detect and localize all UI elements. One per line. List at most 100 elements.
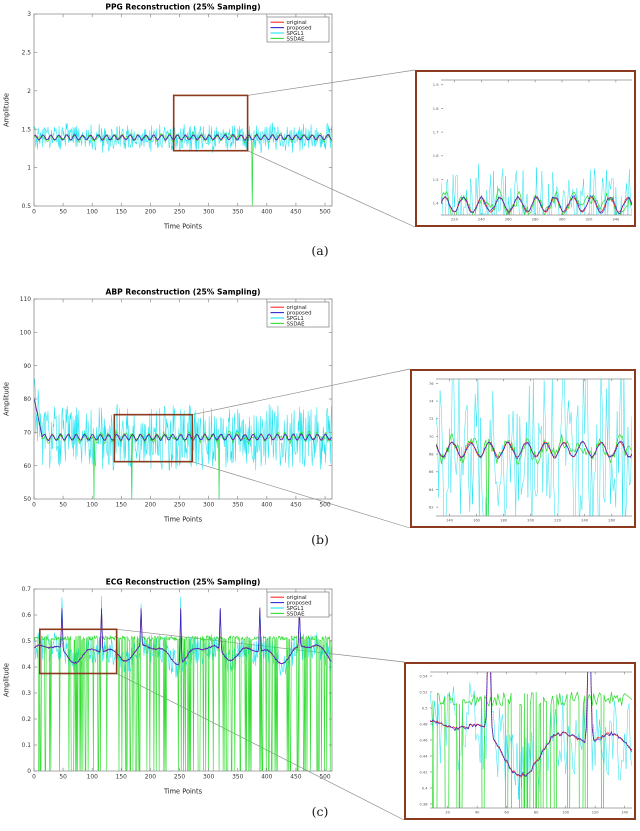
ppg-inset-original [441, 197, 632, 213]
ppg-inset-series-group [441, 163, 632, 215]
inset-x-tick-label: 260 [505, 217, 513, 221]
inset-x-tick-label: 120 [592, 810, 600, 814]
x-tick-label: 350 [232, 775, 243, 781]
inset-x-tick-label: 220 [554, 518, 562, 522]
inset-x-tick-label: 100 [562, 810, 570, 814]
x-tick-label: 150 [116, 775, 127, 781]
abp-plot-svg: ABP Reconstruction (25% Sampling) 0 50 100 1… [3, 288, 333, 524]
legend-label-spgl1: SPGL1 [287, 606, 304, 612]
x-tick-label: 400 [261, 210, 272, 216]
inset-y-tick-label: 0.44 [419, 754, 428, 758]
y-tick-label: 90 [24, 364, 32, 370]
inset-x-tick-label: 80 [534, 810, 539, 814]
y-tick-label: 0 [27, 769, 31, 775]
y-tick-label: 0.2 [22, 717, 32, 723]
inset-y-tick-label: 0.5 [422, 706, 428, 710]
inset-x-tick-label: 160 [473, 518, 481, 522]
x-tick-label: 500 [319, 775, 330, 781]
y-tick-label: 100 [20, 330, 31, 336]
abp-axis-frame [33, 298, 333, 500]
x-tick-label: 450 [290, 210, 301, 216]
ppg-inset-spgl1 [441, 163, 632, 215]
abp-inset-plot: 140 160 180 200 220 240 260 62 64 66 68 70 72 74 76 [410, 369, 636, 528]
inset-y-tick-label: 1.6 [433, 154, 439, 158]
ppg-series-proposed [34, 134, 332, 141]
ecg-roi-box [39, 628, 118, 675]
inset-y-tick-label: 70 [429, 435, 434, 439]
x-tick-label: 100 [87, 503, 98, 509]
y-tick-label: 3 [27, 12, 31, 18]
y-tick-label: 110 [20, 297, 31, 303]
x-tick-label: 200 [145, 503, 156, 509]
x-tick-label: 250 [174, 210, 185, 216]
abp-series-spgl1 [34, 378, 332, 499]
y-tick-label: 0.5 [22, 204, 32, 210]
inset-y-tick-label: 68 [429, 453, 434, 457]
x-tick-label: 300 [203, 503, 214, 509]
inset-x-tick-label: 140 [446, 518, 454, 522]
inset-x-tick-label: 40 [475, 810, 480, 814]
ppg-series-spgl1 [34, 122, 332, 206]
ppg-main-plot: PPG Reconstruction (25% Sampling) 0 50 100 1… [0, 0, 340, 232]
ppg-series-group [34, 122, 332, 206]
x-tick-label: 500 [319, 503, 330, 509]
legend-label-spgl1: SPGL1 [287, 31, 304, 37]
y-tick-label: 60 [24, 464, 32, 470]
y-tick-label: 1.5 [22, 127, 32, 133]
inset-y-tick-label: 66 [429, 470, 434, 474]
x-tick-label: 450 [290, 775, 301, 781]
y-tick-label: 2 [27, 89, 31, 95]
legend-label-spgl1: SPGL1 [287, 316, 304, 322]
ppg-inset-svg: 220 240 260 280 300 320 340 1.4 1.5 1.6 1.7 1.8 1.9 [433, 79, 632, 221]
abp-ylabel: Amplitude [3, 382, 11, 416]
x-tick-label: 0 [32, 503, 36, 509]
x-tick-label: 50 [59, 503, 67, 509]
inset-x-tick-label: 60 [504, 810, 509, 814]
abp-inset-spgl1 [436, 379, 632, 516]
x-tick-label: 250 [174, 503, 185, 509]
figure-panel-b: ABP Reconstruction (25% Sampling) 0 50 100 1… [0, 277, 640, 567]
legend-label-proposed: proposed [287, 601, 312, 607]
x-tick-label: 0 [32, 210, 36, 216]
inset-y-tick-label: 74 [429, 399, 434, 403]
inset-y-tick-label: 0.52 [419, 690, 427, 694]
ppg-ylabel: Amplitude [3, 93, 11, 127]
ecg-plot-svg: ECG Reconstruction (25% Sampling) 0 50 100 1… [3, 578, 333, 796]
y-tick-label: 0.4 [22, 665, 32, 671]
y-tick-label: 80 [24, 397, 32, 403]
inset-x-tick-label: 20 [445, 810, 450, 814]
x-tick-label: 0 [32, 775, 36, 781]
inset-y-tick-label: 1.5 [433, 178, 439, 182]
inset-x-tick-label: 220 [451, 217, 459, 221]
inset-y-tick-label: 0.46 [419, 738, 428, 742]
x-tick-label: 250 [174, 775, 185, 781]
y-tick-label: 0.5 [22, 639, 32, 645]
ecg-series-ssdae [34, 635, 332, 771]
inset-x-tick-label: 240 [581, 518, 589, 522]
ppg-inset-plot: 220 240 260 280 300 320 340 1.4 1.5 1.6 1.7 1.8 1.9 [415, 70, 636, 227]
inset-x-tick-label: 180 [500, 518, 508, 522]
x-tick-label: 150 [116, 503, 127, 509]
y-tick-label: 0.7 [22, 587, 32, 593]
x-tick-label: 400 [261, 503, 272, 509]
x-tick-label: 200 [145, 210, 156, 216]
inset-x-tick-label: 320 [586, 217, 594, 221]
x-tick-label: 300 [203, 775, 214, 781]
legend-label-proposed: proposed [287, 26, 312, 32]
x-tick-label: 100 [87, 775, 98, 781]
legend-label-proposed: proposed [287, 311, 312, 317]
ecg-inset-series-group [430, 672, 632, 808]
abp-plot-title: ABP Reconstruction (25% Sampling) [105, 288, 260, 297]
inset-x-tick-label: 200 [527, 518, 535, 522]
ecg-ylabel: Amplitude [3, 663, 11, 697]
x-tick-label: 450 [290, 503, 301, 509]
ecg-main-plot: ECG Reconstruction (25% Sampling) 0 50 100 1… [0, 575, 340, 797]
y-tick-label: 0.1 [22, 743, 32, 749]
ppg-inset-ssdae [441, 188, 632, 215]
abp-series-ssdae [34, 397, 332, 499]
legend-label-original: original [287, 305, 307, 311]
inset-y-tick-label: 76 [429, 382, 434, 386]
